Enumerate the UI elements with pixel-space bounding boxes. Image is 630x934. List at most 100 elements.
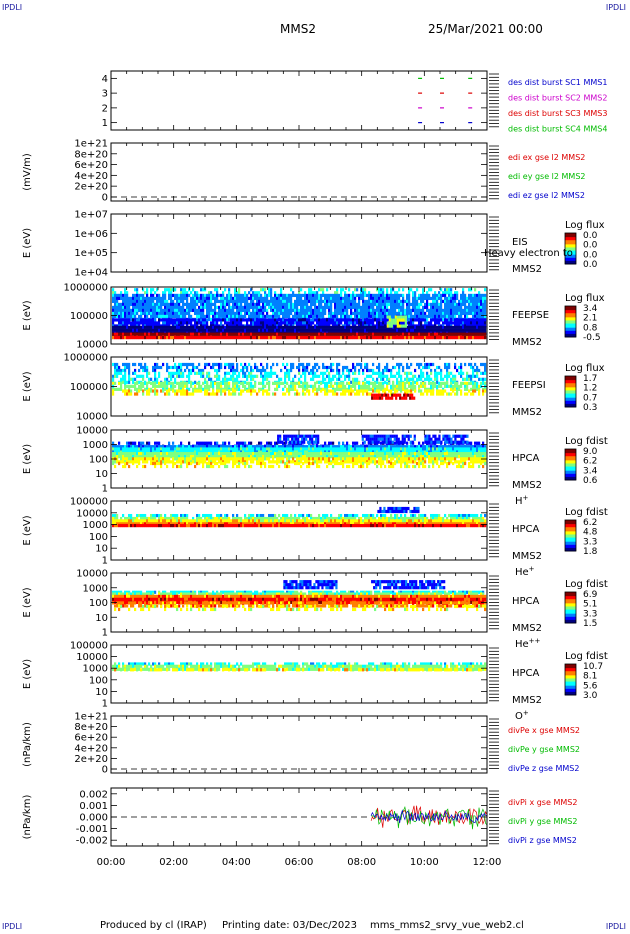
heatmap-cell [180,296,183,301]
heatmap-cell [330,296,333,301]
heatmap-cell [198,308,201,313]
heatmap-cell [380,332,383,336]
heatmap-cell [174,389,177,393]
heatmap-cell [424,387,427,391]
heatmap-cell [206,328,209,332]
heatmap-cell [260,293,263,298]
heatmap-cell [294,381,297,385]
heatmap-cell [320,371,323,375]
heatmap-cell [260,318,263,322]
heatmap-cell [338,302,341,307]
heatmap-cell [152,293,155,298]
heatmap-cell [252,302,255,307]
heatmap-cell [250,387,253,391]
heatmap-cell [258,302,261,307]
heatmap-cell [438,321,441,325]
heatmap-cell [264,368,267,373]
heatmap-cell [394,325,397,329]
heatmap-cell [256,291,259,295]
y-tick-label: 0 [102,192,108,203]
heatmap-cell [266,293,269,298]
heatmap-cell [346,325,349,329]
heatmap-cell [284,318,287,322]
heatmap-cell [384,308,387,313]
heatmap-cell [154,377,157,381]
heatmap-cell [386,288,389,292]
heatmap-cell [122,318,125,322]
heatmap-cell [406,314,409,319]
heatmap-cell [458,314,461,319]
heatmap-cell [188,321,191,325]
heatmap-cell [372,371,375,375]
heatmap-cell [252,328,255,332]
heatmap-cell [232,381,235,385]
heatmap-cell [426,362,429,367]
heatmap-cell [274,293,277,298]
heatmap-cell [482,371,485,375]
heatmap-cell [242,293,245,298]
heatmap-cell [286,325,289,329]
heatmap-cell [326,296,329,301]
heatmap-cell [280,288,283,292]
heatmap-cell [180,321,183,325]
heatmap-cell [224,381,227,385]
heatmap-cell [460,305,463,310]
heatmap-cell [130,296,133,301]
heatmap-cell [176,321,179,325]
heatmap-cell [408,328,411,332]
heatmap-cell [176,368,179,373]
heatmap-cell [182,311,185,316]
heatmap-cell [388,381,391,385]
heatmap-cell [412,381,415,385]
heatmap-cell [272,314,275,319]
heatmap-cell [190,302,193,307]
heatmap-cell [478,318,481,322]
heatmap-cell [342,325,345,329]
heatmap-cell [132,362,135,367]
heatmap-cell [452,380,455,384]
heatmap-cell [276,325,279,329]
heatmap-cell [444,299,447,304]
heatmap-cell [216,374,219,378]
heatmap-cell [300,374,303,378]
heatmap-cell [256,321,259,325]
heatmap-cell [376,325,379,329]
heatmap-cell [434,293,437,298]
heatmap-cell [442,328,445,332]
heatmap-cell [314,318,317,322]
heatmap-cell [184,325,187,329]
heatmap-cell [360,308,363,313]
heatmap-cell [120,321,123,325]
heatmap-cell [186,336,189,340]
heatmap-cell [114,293,117,298]
heatmap-cell [470,296,473,301]
heatmap-cell [424,365,427,370]
heatmap-cell [446,291,449,295]
heatmap-cell [326,374,329,378]
heatmap-cell [328,314,331,319]
heatmap-cell [406,371,409,375]
heatmap-cell [188,368,191,373]
heatmap-cell [392,321,395,325]
heatmap-cell [426,296,429,301]
heatmap-cell [264,377,267,381]
heatmap-cell [294,387,297,391]
heatmap-cell [228,332,231,336]
heatmap-cell [184,293,187,298]
heatmap-cell [210,377,213,381]
heatmap-cell [140,293,143,298]
heatmap-cell [390,305,393,310]
heatmap-cell [336,318,339,322]
heatmap-cell [232,384,235,388]
heatmap-cell [444,318,447,322]
heatmap-cell [138,296,141,301]
heatmap-cell [482,377,485,381]
heatmap-cell [290,384,293,388]
heatmap-cell [476,381,479,385]
heatmap-cell [282,299,285,304]
heatmap-cell [354,328,357,332]
heatmap-cell [442,293,445,298]
heatmap-cell [246,381,249,385]
heatmap-cell [382,314,385,319]
colorbar-segment [565,331,576,334]
